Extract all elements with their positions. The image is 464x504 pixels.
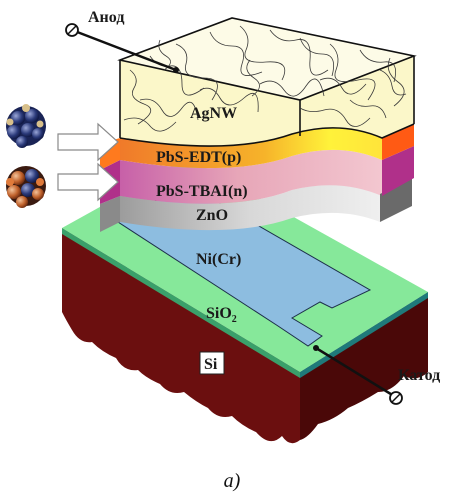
si-front-face xyxy=(62,228,300,444)
electrode-terminal-icon xyxy=(65,23,79,37)
agnw-box-outline xyxy=(117,17,417,147)
label-pbs-edt: PbS-EDT(p) xyxy=(156,149,241,166)
stack-right-face-edt xyxy=(382,124,414,160)
layer-stack xyxy=(100,17,417,232)
label-nicr: Ni(Cr) xyxy=(196,251,241,268)
pbs-tbai-layer xyxy=(120,149,382,204)
arrow-to-pbs-tbai xyxy=(57,162,119,202)
stack-right-face-tbai xyxy=(382,146,414,196)
label-anode: Анод xyxy=(88,9,124,26)
pbs-edt-layer xyxy=(120,127,382,169)
label-sio2: SiO2 xyxy=(206,305,237,325)
anode-terminal xyxy=(65,23,179,73)
label-cathode: Катод xyxy=(398,367,440,384)
quantum-dot-cluster-blue xyxy=(6,104,46,148)
figure-caption: a) xyxy=(223,470,241,492)
label-sio2-base: SiO xyxy=(206,305,232,322)
agnw-top-face xyxy=(120,18,414,100)
nanowire-network xyxy=(123,25,407,132)
label-zno: ZnO xyxy=(196,207,228,224)
label-agnw: AgNW xyxy=(190,105,237,122)
label-pbs-tbai: PbS-TBAI(n) xyxy=(156,183,248,200)
electrode-terminal-icon xyxy=(389,391,403,405)
stack-left-face-zno xyxy=(100,196,120,232)
cathode-terminal xyxy=(313,345,403,405)
si-side-face xyxy=(300,292,428,440)
label-si: Si xyxy=(204,356,218,373)
arrow-to-pbs-edt xyxy=(57,122,119,162)
label-sio2-subscript: 2 xyxy=(232,314,237,325)
si-label-box xyxy=(199,351,225,375)
sio2-front-edge xyxy=(62,228,300,378)
quantum-dot-cluster-orange xyxy=(6,166,46,208)
stack-right-face-zno xyxy=(380,178,412,222)
zno-layer xyxy=(120,184,380,231)
